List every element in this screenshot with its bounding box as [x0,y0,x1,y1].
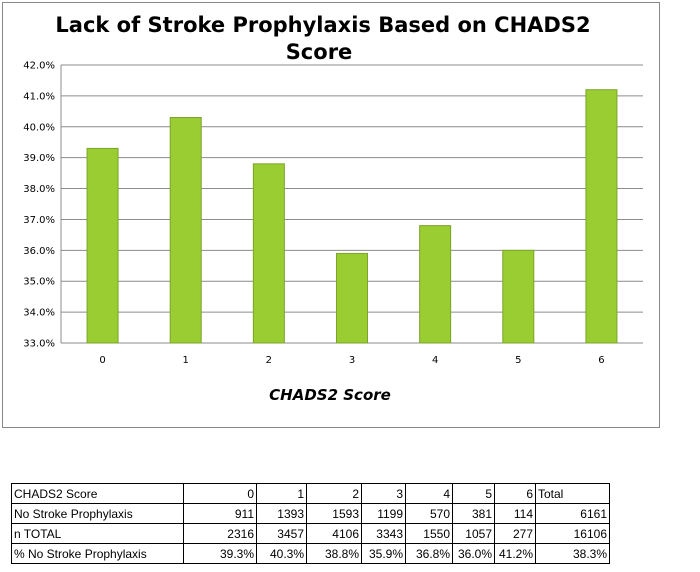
table-cell: 1199 [361,503,406,524]
table-cell: 4106 [306,523,362,544]
table-cell: 570 [405,503,453,524]
bar-5 [502,249,535,344]
row-label-cell: No Stroke Prophylaxis [11,503,184,524]
y-tick-label: 35.0% [23,277,55,288]
table-cell: 3 [361,483,406,504]
table-row: CHADS2 Score 0 1 2 3 4 5 6 Total [11,483,610,504]
x-axis-title: CHADS2 Score [269,386,391,404]
table-cell: 4 [405,483,453,504]
bar-2 [252,163,285,344]
table-row: n TOTAL 2316 3457 4106 3343 1550 1057 277 16106 [11,523,610,544]
table-cell: 1393 [256,503,307,524]
x-tick-label: 6 [598,355,604,366]
table-cell: 41.2% [494,543,536,564]
table-cell: 6 [494,483,536,504]
table-cell: 6161 [535,503,610,524]
table-cell: 277 [494,523,536,544]
x-axis-ticks: 0 1 2 3 4 5 6 [99,355,604,366]
y-tick-label: 34.0% [23,308,55,319]
y-tick-label: 40.0% [23,122,55,133]
x-tick-label: 0 [99,355,105,366]
table-cell: 114 [494,503,536,524]
bar-4 [419,225,452,344]
table-cell: 3457 [256,523,307,544]
x-tick-label: 5 [515,355,521,366]
y-tick-label: 33.0% [23,339,55,350]
table-cell: 1593 [306,503,362,524]
table-cell: 3343 [361,523,406,544]
row-label-cell: CHADS2 Score [11,483,184,504]
table-cell: 5 [452,483,495,504]
y-tick-label: 37.0% [23,215,55,226]
gridlines [60,64,643,344]
y-tick-label: 39.0% [23,153,55,164]
table-cell: 38.3% [535,543,610,564]
bar-6 [585,89,618,344]
y-tick-label: 38.0% [23,184,55,195]
table-row: No Stroke Prophylaxis 911 1393 1593 1199 570 3… [11,503,610,524]
row-label-cell: % No Stroke Prophylaxis [11,543,184,564]
x-tick-label: 1 [183,355,189,366]
table-cell: 36.0% [452,543,495,564]
table-cell: Total [535,483,610,504]
chart-area: Lack of Stroke Prophylaxis Based on CHAD… [2,2,660,428]
data-table: CHADS2 Score 0 1 2 3 4 5 6 Total No Stroke Prophy… [11,483,610,564]
chart-title-line-1: Lack of Stroke Prophylaxis Based on CHAD… [55,13,590,37]
table-cell: 381 [452,503,495,524]
table-cell: 40.3% [256,543,307,564]
table-cell: 1 [256,483,307,504]
bar-1 [169,117,202,344]
table-cell: 36.8% [405,543,453,564]
bars [86,89,618,344]
table-cell: 2 [306,483,362,504]
table-cell: 1550 [405,523,453,544]
table-cell: 1057 [452,523,495,544]
table-row: % No Stroke Prophylaxis 39.3% 40.3% 38.8% 35… [11,543,610,564]
table-cell: 16106 [535,523,610,544]
table-cell: 38.8% [306,543,362,564]
row-label-cell: n TOTAL [11,523,184,544]
table-cell: 35.9% [361,543,406,564]
y-axis-ticks: 33.0% 34.0% 35.0% 36.0% 37.0% 38.0% 39.0% 40.0%… [23,61,55,350]
y-tick-label: 36.0% [23,246,55,257]
table-cell: 0 [183,483,257,504]
table-cell: 911 [183,503,257,524]
chart-title-line-2: Score [286,40,353,64]
x-tick-label: 4 [432,355,438,366]
bar-3 [336,252,368,344]
y-tick-label: 41.0% [23,91,55,102]
x-tick-label: 2 [266,355,272,366]
table-cell: 39.3% [183,543,257,564]
bar-0 [86,147,119,344]
table-cell: 2316 [183,523,257,544]
x-tick-label: 3 [349,355,355,366]
bar-chart: Lack of Stroke Prophylaxis Based on CHAD… [23,13,643,404]
y-tick-label: 42.0% [23,61,55,72]
